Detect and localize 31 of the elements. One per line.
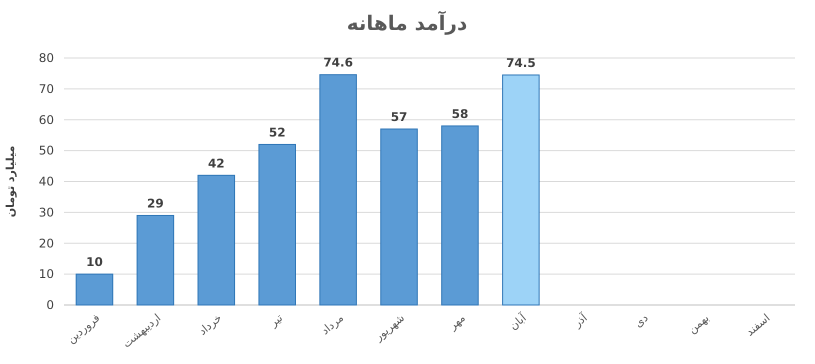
y-tick-label: 50 bbox=[38, 144, 54, 158]
x-tick-label: آذر bbox=[570, 310, 590, 330]
y-tick-label: 40 bbox=[38, 174, 54, 188]
y-tick-label: 80 bbox=[38, 51, 54, 65]
y-tick-label: 30 bbox=[38, 205, 54, 220]
y-tick-label: 70 bbox=[38, 82, 54, 96]
x-tick-label: اردیبهشت bbox=[120, 311, 164, 350]
data-label: 29 bbox=[147, 196, 164, 210]
data-label: 74.5 bbox=[506, 56, 536, 70]
x-tick-label: فروردین bbox=[64, 311, 102, 346]
data-label: 52 bbox=[268, 125, 286, 140]
x-tick-label: شهریور bbox=[371, 311, 407, 344]
data-label: 74.6 bbox=[323, 56, 353, 70]
y-tick-label: 20 bbox=[38, 236, 54, 250]
x-tick-label: خرداد bbox=[196, 311, 224, 338]
y-axis-title: میلیارد تومان bbox=[4, 146, 17, 218]
data-label: 58 bbox=[452, 106, 468, 121]
y-tick-label: 60 bbox=[38, 112, 54, 127]
y-tick-label: 0 bbox=[46, 298, 54, 312]
x-tick-label: تیر bbox=[266, 311, 286, 330]
x-tick-label: اسفند bbox=[743, 311, 772, 339]
x-tick-label: بهمن bbox=[686, 311, 712, 336]
chart-title: درآمد ماهانه bbox=[346, 10, 468, 35]
data-label: 42 bbox=[208, 156, 225, 170]
x-tick-label: مرداد bbox=[318, 311, 346, 338]
data-label: 57 bbox=[390, 110, 408, 124]
data-label: 10 bbox=[86, 255, 103, 270]
y-tick-label: 10 bbox=[38, 267, 54, 282]
x-tick-label: آبان bbox=[506, 310, 530, 333]
x-tick-label: مهر bbox=[446, 311, 468, 333]
x-tick-label: دی bbox=[632, 311, 651, 330]
